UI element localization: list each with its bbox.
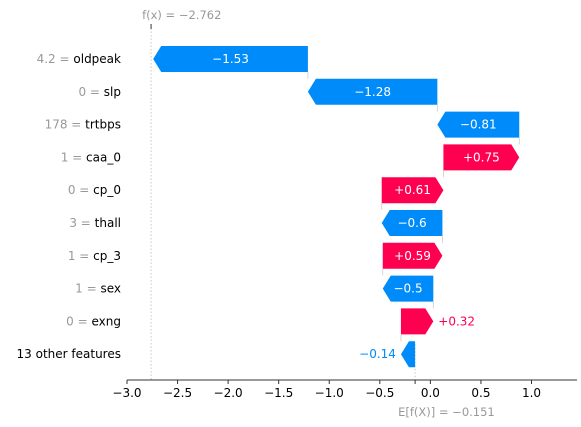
- feature-label: 178 = trtbps: [45, 118, 121, 132]
- shap-value-label: +0.75: [463, 150, 500, 164]
- shap-value-label: −0.5: [393, 282, 422, 296]
- x-tick-label: 0.0: [421, 386, 440, 400]
- feature-value: 3: [69, 216, 77, 230]
- feature-name: thall: [95, 216, 121, 230]
- feature-value: 0: [68, 183, 76, 197]
- shap-value-label: −1.28: [354, 85, 391, 99]
- feature-label: 0 = slp: [78, 85, 121, 99]
- feature-name: slp: [104, 85, 121, 99]
- feature-value: 0: [66, 314, 74, 328]
- output-value-label: f(x) = −2.762: [142, 8, 221, 22]
- feature-label: 0 = cp_0: [68, 183, 121, 197]
- base-value-label: E[f(X)] = −0.151: [398, 405, 495, 419]
- bar-cp_0: [381, 177, 444, 204]
- shap-value-label: +0.59: [394, 249, 431, 263]
- feature-label: 1 = sex: [75, 282, 121, 296]
- shap-value-label: −0.14: [359, 347, 396, 361]
- x-tick-label: −0.5: [365, 386, 394, 400]
- x-tick-label: 0.5: [471, 386, 490, 400]
- shap-value-label: −0.81: [460, 118, 497, 132]
- feature-name: cp_3: [93, 249, 121, 263]
- feature-label: 1 = cp_3: [68, 249, 121, 263]
- bar-sex: [382, 275, 434, 302]
- x-tick-label: −2.0: [214, 386, 243, 400]
- bar-slp: [307, 78, 438, 105]
- shap-value-label: +0.32: [438, 314, 475, 328]
- shap-value-label: −1.53: [212, 52, 249, 66]
- feature-value: 1: [61, 150, 69, 164]
- feature-name: cp_0: [93, 183, 121, 197]
- feature-name: trtbps: [85, 118, 121, 132]
- bar-exng: [400, 308, 434, 335]
- bar-cp_3: [382, 242, 443, 269]
- feature-label: 3 = thall: [69, 216, 121, 230]
- feature-name: exng: [92, 314, 122, 328]
- feature-name: caa_0: [86, 150, 121, 164]
- feature-value: 1: [75, 282, 83, 296]
- feature-label: 13 other features: [17, 347, 121, 361]
- feature-value: 4.2: [37, 52, 56, 66]
- bar-caa_0: [443, 144, 520, 171]
- bar-oldpeak: [153, 46, 308, 72]
- feature-value: 0: [78, 85, 86, 99]
- feature-label: 1 = caa_0: [61, 150, 121, 164]
- shap-value-label: +0.61: [394, 183, 431, 197]
- bar-trtbps: [437, 111, 520, 138]
- feature-value: 178: [45, 118, 68, 132]
- feature-name: sex: [100, 282, 121, 296]
- shap-value-label: −0.6: [397, 216, 426, 230]
- feature-name: oldpeak: [73, 52, 121, 66]
- feature-value: 1: [68, 249, 76, 263]
- bar-13-other-features: [400, 341, 416, 368]
- x-tick-label: −3.0: [112, 386, 141, 400]
- feature-name: 13 other features: [17, 347, 121, 361]
- x-tick-label: 1.0: [522, 386, 541, 400]
- x-tick-label: −1.5: [264, 386, 293, 400]
- x-tick-label: −1.0: [315, 386, 344, 400]
- x-tick-label: −2.5: [163, 386, 192, 400]
- feature-label: 0 = exng: [66, 314, 121, 328]
- bar-thall: [381, 210, 443, 236]
- feature-label: 4.2 = oldpeak: [37, 52, 121, 66]
